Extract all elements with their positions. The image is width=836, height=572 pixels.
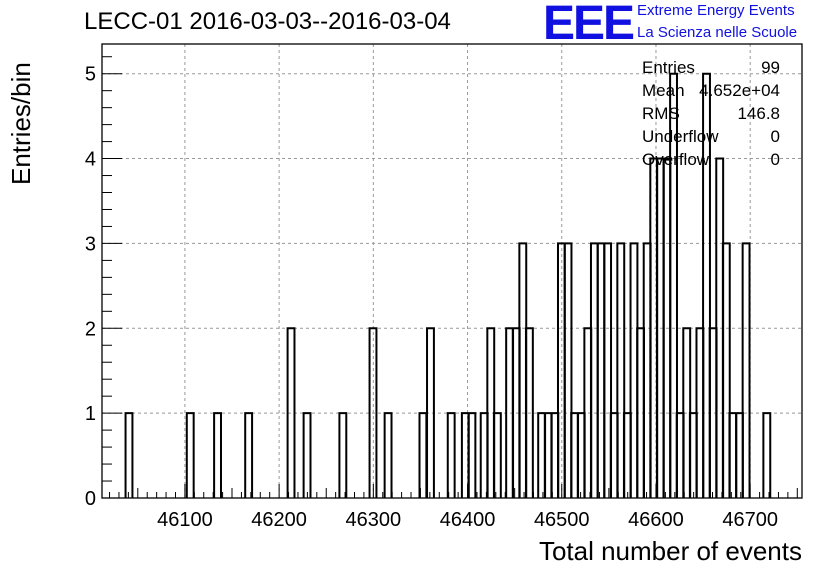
x-tick-label: 46400	[440, 509, 496, 531]
y-tick-label: 5	[85, 64, 96, 86]
x-tick-label: 46100	[157, 509, 213, 531]
stats-key: Entries	[642, 58, 695, 77]
logo-line-1: Extreme Energy Events	[637, 2, 795, 19]
x-tick-label: 46300	[346, 509, 402, 531]
logo-mark: EEE	[543, 0, 635, 50]
plot-frame	[101, 43, 803, 499]
stats-row-overflow: Overflow 0	[642, 150, 780, 173]
stats-value: 99	[761, 58, 780, 77]
chart-title: LECC-01 2016-03-03--2016-03-04	[84, 8, 451, 35]
axis-tick-labels: 46100 46200 46300 46400 46500 46600 46700 0 1 2 3 4…	[85, 64, 778, 531]
stats-value: 4.652e+04	[699, 81, 780, 100]
stats-row-mean: Mean 4.652e+04	[642, 81, 780, 104]
x-axis-label: Total number of events	[538, 536, 802, 566]
y-tick-label: 1	[85, 403, 96, 425]
y-tick-label: 2	[85, 318, 96, 340]
y-tick-label: 0	[85, 488, 96, 510]
y-tick-label: 4	[85, 149, 96, 171]
stats-row-rms: RMS 146.8	[642, 104, 780, 127]
stats-value: 0	[770, 150, 780, 169]
x-tick-label: 46600	[628, 509, 684, 531]
x-tick-label: 46500	[534, 509, 590, 531]
stats-key: Overflow	[642, 150, 710, 169]
x-tick-label: 46200	[251, 509, 307, 531]
x-tick-label: 46700	[722, 509, 778, 531]
stats-value: 146.8	[737, 104, 780, 123]
histogram-line	[124, 72, 772, 498]
stats-key: Underflow	[642, 127, 719, 146]
stats-row-entries: Entries 99	[642, 58, 780, 81]
stats-row-underflow: Underflow 0	[642, 127, 780, 150]
stats-box: Entries 99 Mean 4.652e+04 RMS 146.8 Unde…	[642, 58, 780, 173]
axis-ticks	[102, 56, 798, 499]
y-tick-label: 3	[85, 233, 96, 255]
y-axis-label: Entries/bin	[6, 62, 36, 185]
stats-key: Mean	[642, 81, 685, 100]
stats-key: RMS	[642, 104, 680, 123]
logo-line-2: La Scienza nelle Scuole	[637, 24, 798, 41]
stats-value: 0	[770, 127, 780, 146]
